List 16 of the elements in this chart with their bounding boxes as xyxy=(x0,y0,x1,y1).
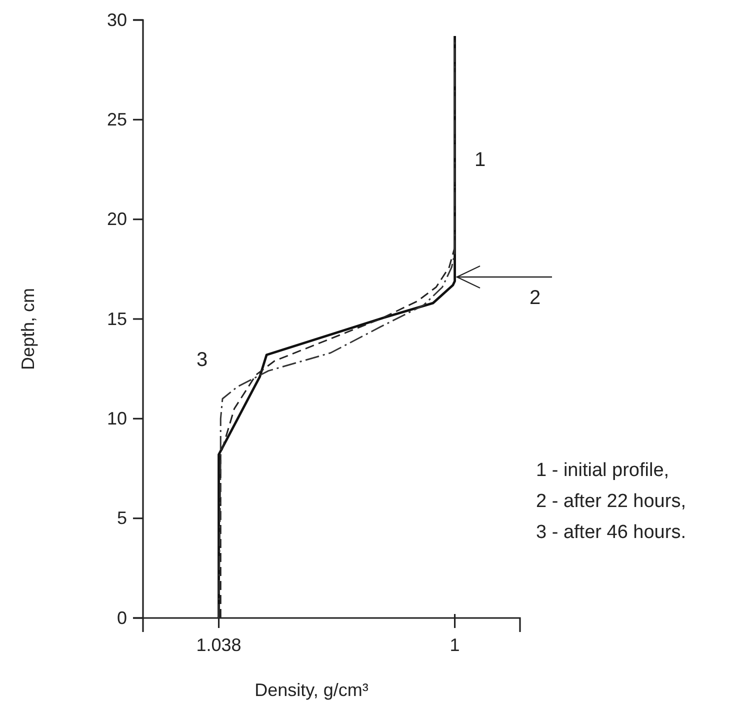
y-tick-label: 0 xyxy=(116,608,127,628)
series-label: 3 xyxy=(196,349,208,371)
x-tick-label: 1.038 xyxy=(196,634,242,655)
text: 1 - initial profile, xyxy=(536,460,670,481)
text: 3 - after 46 hours. xyxy=(536,522,686,543)
y-tick-label: 30 xyxy=(106,10,127,30)
series-label: 1 xyxy=(474,149,486,171)
y-tick-label: 20 xyxy=(106,209,127,230)
y-tick-label: 10 xyxy=(106,408,127,428)
text: 2 - after 22 hours, xyxy=(536,491,686,512)
text: 2 xyxy=(529,287,541,309)
y-tick-label: 5 xyxy=(116,508,127,528)
y-tick-label: 15 xyxy=(106,308,127,329)
y-tick-label: 25 xyxy=(106,109,127,130)
y-axis-title: Depth, cm xyxy=(18,288,38,370)
x-axis-title: Density, g/cm³ xyxy=(254,680,368,700)
